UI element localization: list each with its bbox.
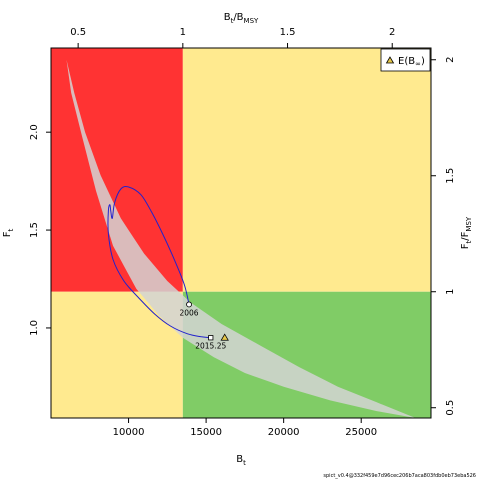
x-tick-label-20000: 20000 bbox=[268, 427, 300, 438]
right-tick-label-0.5: 0.5 bbox=[445, 400, 456, 416]
legend: E(B∞) bbox=[380, 48, 431, 72]
point-2015.25-marker bbox=[208, 335, 214, 341]
confidence-ellipse bbox=[66, 59, 416, 418]
x-tick-label-25000: 25000 bbox=[345, 427, 377, 438]
region-overfishing-healthy-stock bbox=[182, 48, 431, 292]
trajectory-line bbox=[107, 185, 211, 339]
point-markers: 2006 2015.25 bbox=[179, 301, 229, 351]
top-axis-title: Bt/BMSY bbox=[224, 12, 259, 25]
right-tick-label-2: 2 bbox=[445, 57, 456, 63]
confidence-region bbox=[66, 59, 416, 418]
right-axis-title: Ft/FMSY bbox=[460, 216, 473, 249]
plot-frame bbox=[50, 47, 432, 419]
footer-version-text: spict_v0.4@332f459e7d96cec206b7aca803fdb… bbox=[323, 473, 476, 479]
top-tick-label-1: 1 bbox=[180, 27, 186, 38]
right-tick-label-1.5: 1.5 bbox=[445, 168, 456, 184]
top-tick-label-2: 2 bbox=[389, 27, 395, 38]
y-axis-title: Ft bbox=[2, 228, 15, 237]
y-tick-label-1.5: 1.5 bbox=[29, 222, 40, 238]
top-tick-label-1.5: 1.5 bbox=[280, 27, 296, 38]
x-axis-title: Bt bbox=[236, 454, 246, 467]
y-tick-label-1: 1.0 bbox=[29, 320, 40, 336]
legend-triangle-icon bbox=[385, 56, 395, 64]
right-tick-label-1: 1 bbox=[445, 289, 456, 295]
trajectory-series bbox=[107, 185, 211, 339]
point-label-2006: 2006 bbox=[179, 308, 198, 317]
top-tick-label-0.5: 0.5 bbox=[70, 27, 86, 38]
x-tick-label-10000: 10000 bbox=[113, 427, 145, 438]
axes: 10000 15000 20000 25000 1.0 1.5 2.0 0.5 1 1.5 2 0.5… bbox=[2, 12, 473, 467]
y-tick-label-2: 2.0 bbox=[29, 124, 40, 140]
x-tick-label-15000: 15000 bbox=[190, 427, 222, 438]
stock-status-regions bbox=[51, 48, 431, 418]
point-2006-marker bbox=[186, 301, 192, 308]
point-label-2015.25: 2015.25 bbox=[195, 342, 226, 351]
point-expected-biomass-marker bbox=[220, 333, 229, 341]
legend-label: E(B∞) bbox=[398, 56, 425, 68]
legend-box bbox=[380, 48, 431, 72]
